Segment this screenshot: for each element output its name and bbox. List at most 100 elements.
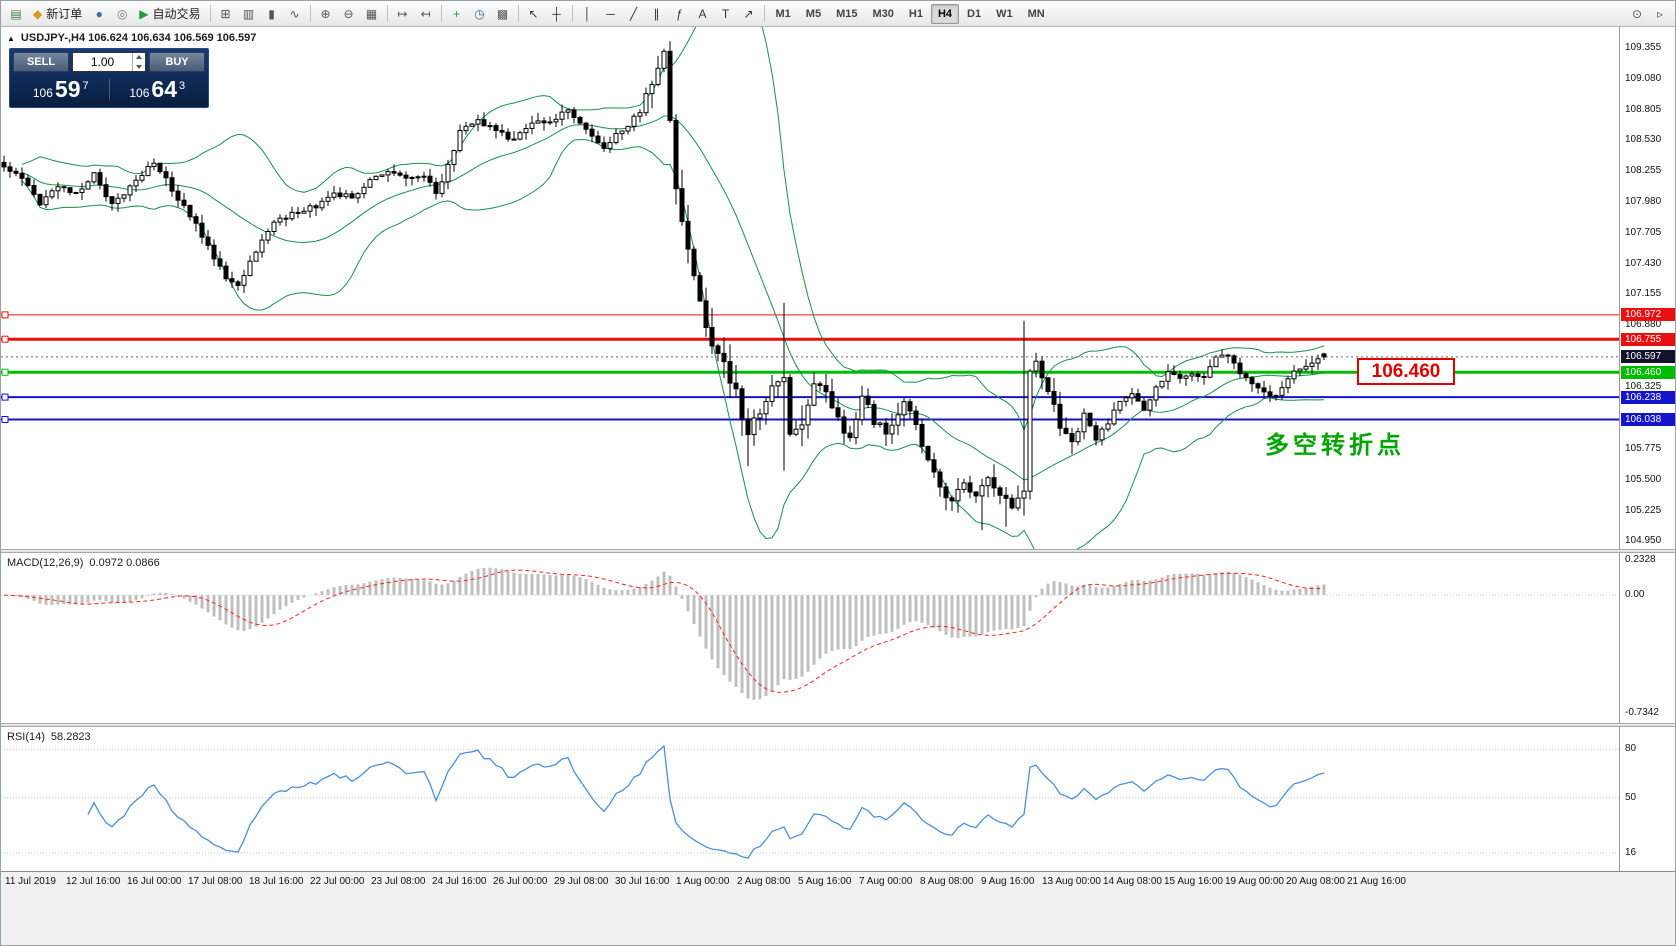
trendline-icon-glyph: ╱ <box>629 6 638 21</box>
time-axis-label: 14 Aug 08:00 <box>1103 876 1162 887</box>
bar-chart-icon[interactable]: ▥ <box>238 3 260 24</box>
crosshair-icon[interactable]: ┼ <box>546 3 568 24</box>
charts-community-icon[interactable]: ● <box>88 3 110 24</box>
zoom-out-icon[interactable]: ⊖ <box>338 3 360 24</box>
timeframe-h1[interactable]: H1 <box>908 7 923 20</box>
time-axis-label: 11 Jul 2019 <box>5 876 56 887</box>
time-axis-label: 8 Aug 08:00 <box>920 876 974 887</box>
autotrading-button[interactable]: ▶ 自动交易 <box>134 3 205 24</box>
charts-community-icon-glyph: ● <box>95 6 103 21</box>
candlestick-chart-icon-glyph: ▮ <box>268 6 275 21</box>
buy-button[interactable]: BUY <box>149 52 205 72</box>
vertical-line-icon[interactable]: │ <box>577 3 599 24</box>
macd-histogram <box>2 567 1326 700</box>
templates-icon[interactable]: ▩ <box>492 3 514 24</box>
rsi-axis[interactable]: 80 50 16 <box>1619 727 1675 871</box>
lot-size-value[interactable]: 1.00 <box>90 55 115 69</box>
hline-handle[interactable] <box>1 393 9 401</box>
auto-scroll-icon[interactable]: ↦ <box>392 3 414 24</box>
search-icon-glyph: ⊙ <box>1631 6 1643 21</box>
arrows-objects-icon-glyph: ↗ <box>743 6 754 21</box>
zoom-in-icon[interactable]: ⊕ <box>315 3 337 24</box>
periods-icon[interactable]: ◷ <box>469 3 491 24</box>
lot-stepper[interactable] <box>132 53 145 71</box>
channel-icon[interactable]: ∥ <box>646 3 668 24</box>
hline-handle[interactable] <box>1 368 9 376</box>
price-axis-label: 107.980 <box>1625 196 1662 207</box>
time-axis[interactable]: 11 Jul 2019 12 Jul 16:00 16 Jul 00:00 17 Ju… <box>1 871 1675 945</box>
panel-splitter[interactable] <box>1 549 1675 553</box>
new-order-button-label: 新订单 <box>46 7 83 21</box>
timeframe-m30[interactable]: M30 <box>872 7 894 20</box>
grid-icon[interactable]: ▦ <box>361 3 383 24</box>
timeframe-h4[interactable]: H4 <box>930 3 959 24</box>
time-axis-label: 22 Jul 00:00 <box>310 876 365 887</box>
chart-shift-icon[interactable]: ↤ <box>415 3 437 24</box>
macd-axis-max: 0.2328 <box>1625 554 1656 565</box>
main-chart-canvas[interactable] <box>1 27 1621 549</box>
price-axis-label: 108.530 <box>1625 134 1662 146</box>
hline-handle[interactable] <box>1 416 9 424</box>
search-icon[interactable]: ⊙ <box>1626 3 1648 24</box>
indicators-icon[interactable]: + <box>446 3 468 24</box>
grid-icon-glyph: ▦ <box>365 6 378 21</box>
buy-price-pips: 64 <box>151 75 177 102</box>
candles-layer <box>1 41 1327 531</box>
lot-decrease-icon[interactable] <box>133 62 145 71</box>
price-axis[interactable]: 109.355 109.080 108.805 108.530 108.255 107.9… <box>1619 27 1675 549</box>
hline-handle[interactable] <box>1 311 9 319</box>
toolbar-separator <box>209 5 211 22</box>
time-axis-label: 21 Aug 16:00 <box>1347 876 1406 887</box>
timeframe-m15[interactable]: M15 <box>836 7 858 20</box>
zoom-out-icon-glyph: ⊖ <box>343 6 354 21</box>
timeframe-w1[interactable]: W1 <box>996 7 1013 20</box>
timeframe-m5[interactable]: M5 <box>805 7 822 20</box>
time-axis-label: 16 Jul 00:00 <box>127 876 182 887</box>
lot-size-field[interactable]: 1.00 <box>72 52 146 72</box>
turning-point-annotation[interactable]: 多空转折点 <box>1265 432 1405 459</box>
support-headset-icon[interactable]: ◎ <box>111 3 133 24</box>
hline-layer[interactable] <box>1 311 1621 424</box>
price-axis-label: 107.155 <box>1625 288 1662 300</box>
fibonacci-icon[interactable]: ƒ <box>669 3 691 24</box>
one-click-trading-panel: SELL 1.00 BUY 106 59 7 <box>9 48 209 108</box>
horizontal-line-icon-glyph: ─ <box>606 6 615 21</box>
horizontal-line-icon[interactable]: ─ <box>600 3 622 24</box>
arrows-objects-icon[interactable]: ↗ <box>738 3 760 24</box>
pointer-help-icon-glyph: ▹ <box>1656 6 1664 21</box>
toolbar-separator <box>386 5 388 22</box>
rsi-canvas[interactable] <box>1 727 1621 871</box>
text-icon[interactable]: A <box>692 3 714 24</box>
macd-canvas[interactable] <box>1 553 1621 723</box>
cursor-icon-glyph: ↖ <box>528 6 539 21</box>
periods-icon-glyph: ◷ <box>474 6 485 21</box>
cursor-icon[interactable]: ↖ <box>523 3 545 24</box>
timeframe-d1[interactable]: D1 <box>967 7 982 20</box>
sell-price: 106 59 7 <box>13 77 109 101</box>
trendline-icon[interactable]: ╱ <box>623 3 645 24</box>
panel-splitter[interactable] <box>1 723 1675 727</box>
price-axis-label: 108.805 <box>1625 103 1662 115</box>
macd-axis[interactable]: 0.2328 0.00 -0.7342 <box>1619 553 1675 723</box>
tile-windows-icon[interactable]: ⊞ <box>215 3 237 24</box>
price-axis-label: 106.880 <box>1625 319 1662 331</box>
sell-button[interactable]: SELL <box>13 52 69 72</box>
line-chart-icon[interactable]: ∿ <box>284 3 306 24</box>
new-order-glyph: ◆ <box>33 6 43 21</box>
timeframe-m1[interactable]: M1 <box>775 7 791 20</box>
lot-increase-icon[interactable] <box>133 53 145 62</box>
new-chart-icon[interactable]: ▤ <box>5 3 27 24</box>
one-click-toggle-icon[interactable]: ▲ <box>7 33 15 43</box>
text-label-icon[interactable]: T <box>715 3 737 24</box>
time-axis-label: 15 Aug 16:00 <box>1164 876 1223 887</box>
candlestick-chart-icon[interactable]: ▮ <box>261 3 283 24</box>
price-level-annotation[interactable]: 106.460 <box>1357 358 1455 385</box>
pointer-help-icon[interactable]: ▹ <box>1649 3 1671 24</box>
hline-handle[interactable] <box>1 335 9 343</box>
time-axis-label: 18 Jul 16:00 <box>249 876 304 887</box>
timeframe-mn[interactable]: MN <box>1027 7 1045 20</box>
new-order-button[interactable]: ◆ 新订单 <box>28 3 87 24</box>
bb-lower-band <box>21 138 1325 549</box>
time-axis-label: 13 Aug 00:00 <box>1042 876 1101 887</box>
